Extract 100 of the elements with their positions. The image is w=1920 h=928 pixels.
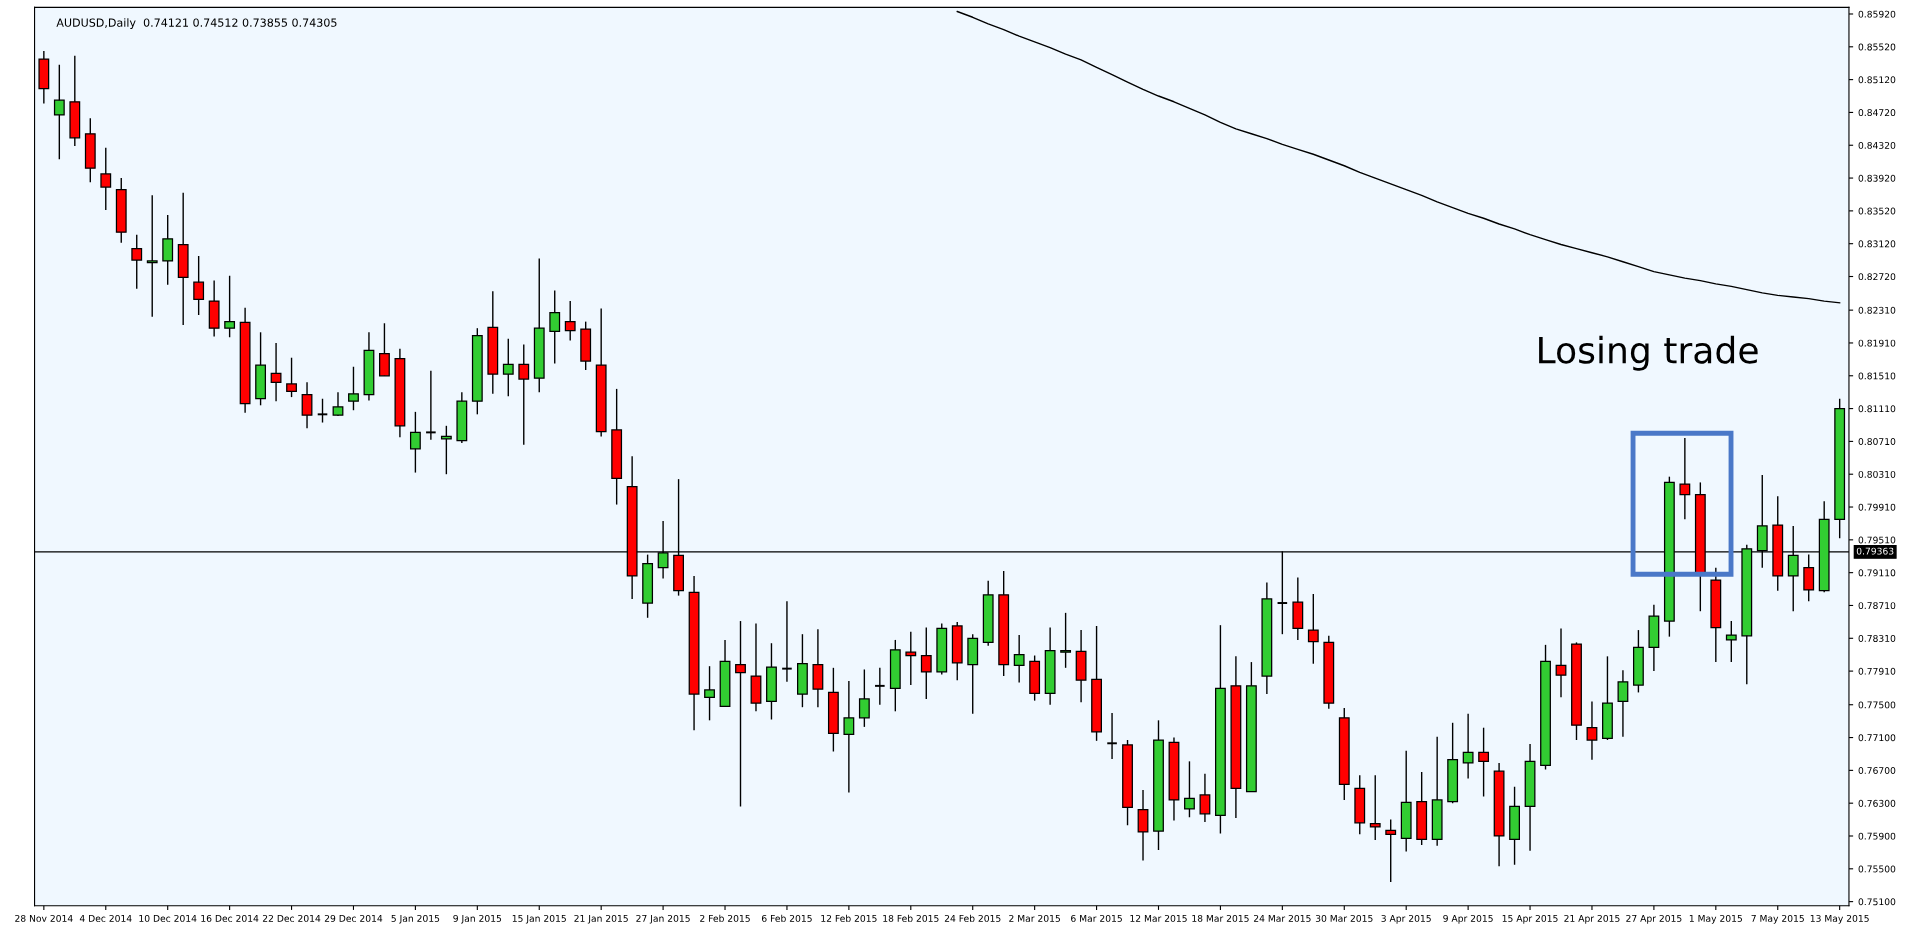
candlestick xyxy=(332,391,344,417)
candlestick xyxy=(301,381,313,429)
candlestick xyxy=(162,214,174,286)
candlestick xyxy=(100,147,112,211)
x-tick-label: 9 Apr 2015 xyxy=(1443,914,1493,924)
x-tick-label: 21 Apr 2015 xyxy=(1564,914,1620,924)
y-tick-label: 0.76300 xyxy=(1858,799,1896,807)
x-tick-label: 15 Apr 2015 xyxy=(1502,914,1558,924)
candlestick xyxy=(1478,727,1490,798)
x-tick-label: 18 Mar 2015 xyxy=(1192,914,1249,922)
y-tick-label: 0.84720 xyxy=(1858,109,1896,117)
candlestick xyxy=(1184,760,1195,818)
x-tick-label: 24 Mar 2015 xyxy=(1253,914,1311,922)
y-tick-label: 0.79110 xyxy=(1858,569,1896,577)
candlestick xyxy=(781,600,793,683)
x-tick-label: 29 Dec 2014 xyxy=(324,914,383,922)
candlestick xyxy=(735,620,746,808)
y-tick-label: 0.84320 xyxy=(1858,141,1896,149)
annotation: Losing trade xyxy=(1539,335,1758,371)
candlestick xyxy=(858,668,870,728)
x-tick-label: 5 Jan 2015 xyxy=(391,914,440,924)
x-tick-label: 6 Feb 2015 xyxy=(761,914,812,922)
x-tick-label: 6 Mar 2015 xyxy=(1071,914,1122,922)
x-tick-label: 1 May 2015 xyxy=(1689,914,1742,924)
candlestick xyxy=(518,343,530,446)
y-tick-label: 0.85920 xyxy=(1858,10,1896,18)
x-tick-label: 2 Feb 2015 xyxy=(700,914,750,922)
y-tick-label: 0.85120 xyxy=(1858,76,1896,84)
x-tick-label: 13 May 2015 xyxy=(1810,914,1869,924)
candlestick xyxy=(425,370,437,441)
y-tick-label: 0.82720 xyxy=(1858,273,1896,281)
x-tick-label: 22 Dec 2014 xyxy=(262,914,321,922)
candlestick xyxy=(1369,774,1381,841)
y-tick-label: 0.81110 xyxy=(1858,405,1896,413)
y-tick-label: 0.76700 xyxy=(1858,767,1896,774)
candlestick xyxy=(146,194,158,318)
candlestick xyxy=(843,680,855,794)
candlestick xyxy=(1199,772,1211,823)
y-tick-label: 0.80710 xyxy=(1858,438,1896,446)
candlestick xyxy=(1803,553,1815,603)
candlestick xyxy=(53,64,65,160)
x-tick-label: 10 Dec 2014 xyxy=(139,914,197,922)
y-tick-label: 0.81910 xyxy=(1858,339,1896,347)
x-tick-label: 30 Mar 2015 xyxy=(1315,914,1373,922)
text: AUDUSD,Daily 0.74121 0.74512 0.73855 0.74305 xyxy=(56,18,337,29)
candlestick xyxy=(409,411,421,474)
candlestick xyxy=(1106,712,1118,760)
y-tick-label: 0.78710 xyxy=(1858,602,1896,610)
candlestick xyxy=(704,665,715,722)
x-tick-label: 28 Nov 2014 xyxy=(15,914,73,922)
candlestick xyxy=(1060,612,1072,669)
candlestick xyxy=(286,357,297,398)
candlestick xyxy=(502,338,514,397)
y-tick-label: 0.77100 xyxy=(1858,734,1896,742)
y-tick-label: 0.77500 xyxy=(1858,701,1896,709)
y-tick-label: 0.75500 xyxy=(1858,865,1896,873)
y-tick-label: 0.77910 xyxy=(1858,667,1896,675)
candlestick xyxy=(270,342,282,402)
x-tick-label: 7 May 2015 xyxy=(1751,914,1804,924)
y-tick-label: 0.81510 xyxy=(1858,372,1896,380)
y-tick-label: 0.80310 xyxy=(1858,470,1896,478)
candlestick xyxy=(905,631,917,686)
candlestick xyxy=(564,300,576,342)
x-tick-label: 21 Jan 2015 xyxy=(574,914,628,924)
candlestick xyxy=(920,626,932,700)
candlestick xyxy=(440,425,452,475)
x-tick-label: 9 Jan 2015 xyxy=(453,914,502,924)
y-tick-label: 0.75100 xyxy=(1858,898,1896,906)
x-tick-label: 12 Feb 2015 xyxy=(821,914,877,922)
line-series xyxy=(956,10,1841,304)
x-tick-label: 12 Mar 2015 xyxy=(1130,914,1187,922)
y-tick-label: 0.79510 xyxy=(1858,536,1896,544)
x-tick-label: 4 Dec 2014 xyxy=(79,914,132,922)
x-tick-label: 27 Apr 2015 xyxy=(1626,914,1682,924)
x-tick-label: 18 Feb 2015 xyxy=(883,914,939,922)
y-tick-label: 0.78310 xyxy=(1858,634,1896,642)
y-tick-label: 0.79910 xyxy=(1858,503,1896,511)
candlestick xyxy=(1385,818,1397,883)
candlestick xyxy=(1013,634,1025,684)
candlestick xyxy=(193,255,205,316)
y-tick-label: 0.75900 xyxy=(1858,832,1896,840)
candlestick xyxy=(1307,593,1319,665)
x-tick-label: 24 Feb 2015 xyxy=(944,914,1001,922)
y-tick-label: 0.82310 xyxy=(1858,306,1896,314)
candlestick xyxy=(1462,713,1474,780)
x-tick-label: 27 Jan 2015 xyxy=(636,914,690,924)
x-tick-label: 2 Mar 2015 xyxy=(1009,914,1060,922)
ref-line-label: 0.79363 xyxy=(1856,547,1894,555)
x-tick-label: 15 Jan 2015 xyxy=(512,914,566,924)
candlestick xyxy=(1725,620,1737,663)
candlestick xyxy=(379,322,390,377)
y-tick-label: 0.83520 xyxy=(1858,207,1896,215)
x-tick-label: 16 Dec 2014 xyxy=(201,914,259,922)
candlestick xyxy=(1137,789,1149,862)
candlestick xyxy=(1586,700,1598,761)
candlestick xyxy=(1617,669,1629,738)
candlestick xyxy=(1679,437,1691,521)
candlestick xyxy=(1555,627,1567,699)
candlestick xyxy=(874,667,886,706)
candlestick xyxy=(549,289,561,365)
